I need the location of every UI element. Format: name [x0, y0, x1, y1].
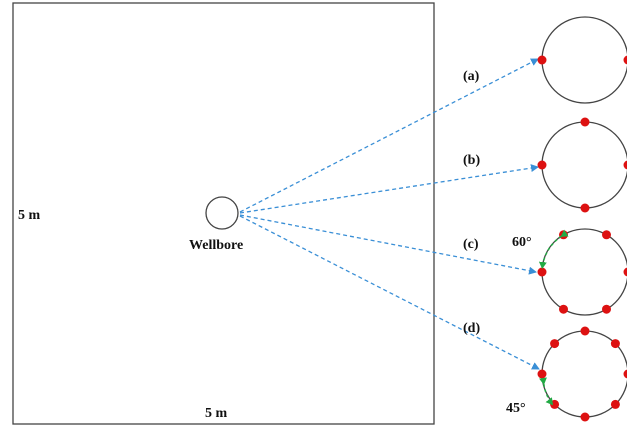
perforation-dot: [559, 304, 568, 314]
wellbore-circle: [205, 196, 239, 230]
case-c-circle: [541, 228, 627, 316]
case-b-label: (b): [463, 153, 480, 168]
arrow-to-case-c: [239, 214, 537, 275]
perforation-dot: [623, 369, 627, 379]
perforation-dot: [580, 117, 590, 127]
perforation-dot: [580, 412, 590, 422]
case-b-perforations: [537, 117, 627, 213]
perforation-dot: [537, 267, 547, 277]
arrow-to-case-a: [239, 58, 539, 213]
angle-arc-45: [539, 377, 554, 406]
perforation-dot: [623, 160, 627, 170]
perforation-dot: [610, 399, 620, 409]
angle-60-label: 60°: [512, 235, 532, 250]
perforation-dot: [623, 267, 627, 277]
perforation-dot: [602, 304, 611, 314]
wellbore-label: Wellbore: [189, 238, 243, 253]
case-a-circle: [541, 16, 627, 104]
perforation-dot: [550, 339, 560, 349]
perforation-dot: [610, 339, 620, 349]
case-d-perforations: [537, 326, 627, 422]
perforation-dot: [623, 55, 627, 65]
perforation-dot: [580, 203, 590, 213]
perforation-dot: [559, 230, 568, 240]
case-c-label: (c): [463, 237, 479, 252]
arrow-to-case-b: [239, 164, 539, 214]
arrows: [239, 58, 540, 370]
arrow-to-case-d: [239, 215, 540, 370]
perforation-dot: [550, 399, 560, 409]
perforation-dot: [537, 55, 547, 65]
perforation-dot: [537, 369, 547, 379]
angle-arc-60: [538, 229, 569, 269]
domain-width-label: 5 m: [205, 406, 228, 421]
case-a-label: (a): [463, 69, 480, 84]
case-a-perforations: [537, 55, 627, 65]
domain-boundary: [12, 2, 435, 425]
case-d-label: (d): [463, 321, 480, 336]
case-b-circle: [541, 121, 627, 209]
perforation-dot: [537, 160, 547, 170]
perforation-dot: [602, 230, 611, 240]
angle-45-label: 45°: [506, 401, 526, 416]
domain-height-label: 5 m: [18, 208, 41, 223]
perforation-dot: [580, 326, 590, 336]
